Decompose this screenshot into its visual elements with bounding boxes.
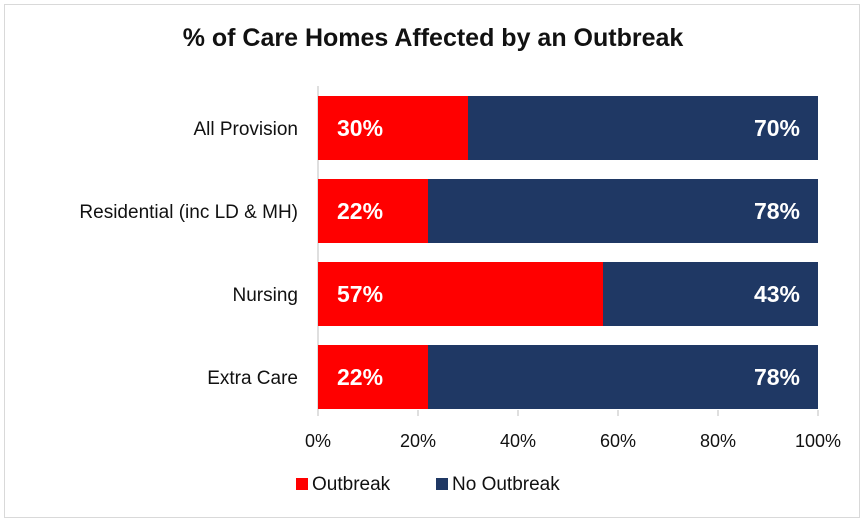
- legend-label: No Outbreak: [452, 474, 560, 495]
- data-label: 30%: [337, 115, 383, 141]
- x-tick-label: 80%: [700, 431, 736, 451]
- category-label: Extra Care: [207, 368, 298, 389]
- bar-outbreak: [318, 179, 428, 243]
- x-tick-label: 20%: [400, 431, 436, 451]
- legend-label: Outbreak: [312, 474, 391, 495]
- bar-no-outbreak: [603, 262, 818, 326]
- data-label: 22%: [337, 198, 383, 224]
- bar-outbreak: [318, 96, 468, 160]
- bar-outbreak: [318, 345, 428, 409]
- data-label: 70%: [754, 115, 800, 141]
- chart-title: % of Care Homes Affected by an Outbreak: [182, 24, 684, 52]
- x-tick-label: 40%: [500, 431, 536, 451]
- x-tick-label: 60%: [600, 431, 636, 451]
- bar-no-outbreak: [468, 96, 818, 160]
- legend-swatch: [436, 478, 448, 490]
- data-label: 22%: [337, 364, 383, 390]
- chart-frame: [4, 4, 860, 518]
- x-tick-label: 100%: [795, 431, 841, 451]
- bar-no-outbreak: [428, 345, 818, 409]
- bar-no-outbreak: [428, 179, 818, 243]
- x-tick-label: 0%: [305, 431, 331, 451]
- category-label: Nursing: [233, 285, 298, 306]
- data-label: 43%: [754, 281, 800, 307]
- category-label: All Provision: [193, 119, 298, 140]
- data-label: 57%: [337, 281, 383, 307]
- category-label: Residential (inc LD & MH): [79, 202, 298, 223]
- legend-swatch: [296, 478, 308, 490]
- data-label: 78%: [754, 364, 800, 390]
- bar-outbreak: [318, 262, 603, 326]
- data-label: 78%: [754, 198, 800, 224]
